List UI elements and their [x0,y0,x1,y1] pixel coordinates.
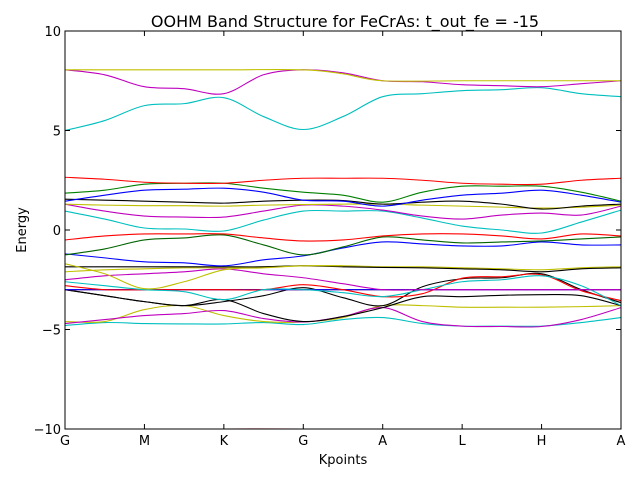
x-tick-label: A [617,434,626,449]
band-line-19 [65,203,621,220]
band-line-14 [65,263,344,290]
band-line-6 [65,272,621,307]
band-line-13 [65,265,621,273]
x-axis-label: Kpoints [319,453,368,468]
x-tick-label: M [139,434,150,449]
band-line-23 [65,182,621,203]
y-tick-label: −5 [42,324,61,339]
band-line-21 [65,198,621,210]
band-line-11 [65,268,621,291]
ticks-layer: −10 −5 0 5 10 G M K G A L H A [34,25,626,449]
band-line-3 [65,304,621,323]
x-tick-label: G [60,434,70,449]
y-tick-label: 0 [53,224,61,239]
band-line-15 [65,241,621,267]
band-line-25 [65,87,621,132]
x-tick-label: L [459,434,467,449]
band-line-2 [65,316,621,327]
x-tick-label: H [537,434,547,449]
plot-frame [64,30,622,430]
band-line-17 [65,233,621,242]
x-tick-label: K [220,434,229,449]
x-tick-label: G [298,434,308,449]
band-line-10 [65,275,621,307]
x-tick-label: A [378,434,387,449]
series-layer [65,68,621,429]
band-line-16 [65,234,621,256]
y-tick-label: −10 [34,423,61,438]
band-line-22 [65,187,621,207]
y-tick-label: 5 [53,125,61,140]
y-tick-label: 10 [44,25,61,40]
band-line-27 [65,68,621,82]
band-line-9 [65,273,621,302]
y-axis-label: Energy [15,207,30,253]
chart-title: OOHM Band Structure for FeCrAs: t_out_fe… [151,12,539,32]
band-line-26 [65,69,621,95]
band-line-24 [65,176,621,186]
band-line-5 [65,289,621,323]
band-line-18 [65,209,621,234]
